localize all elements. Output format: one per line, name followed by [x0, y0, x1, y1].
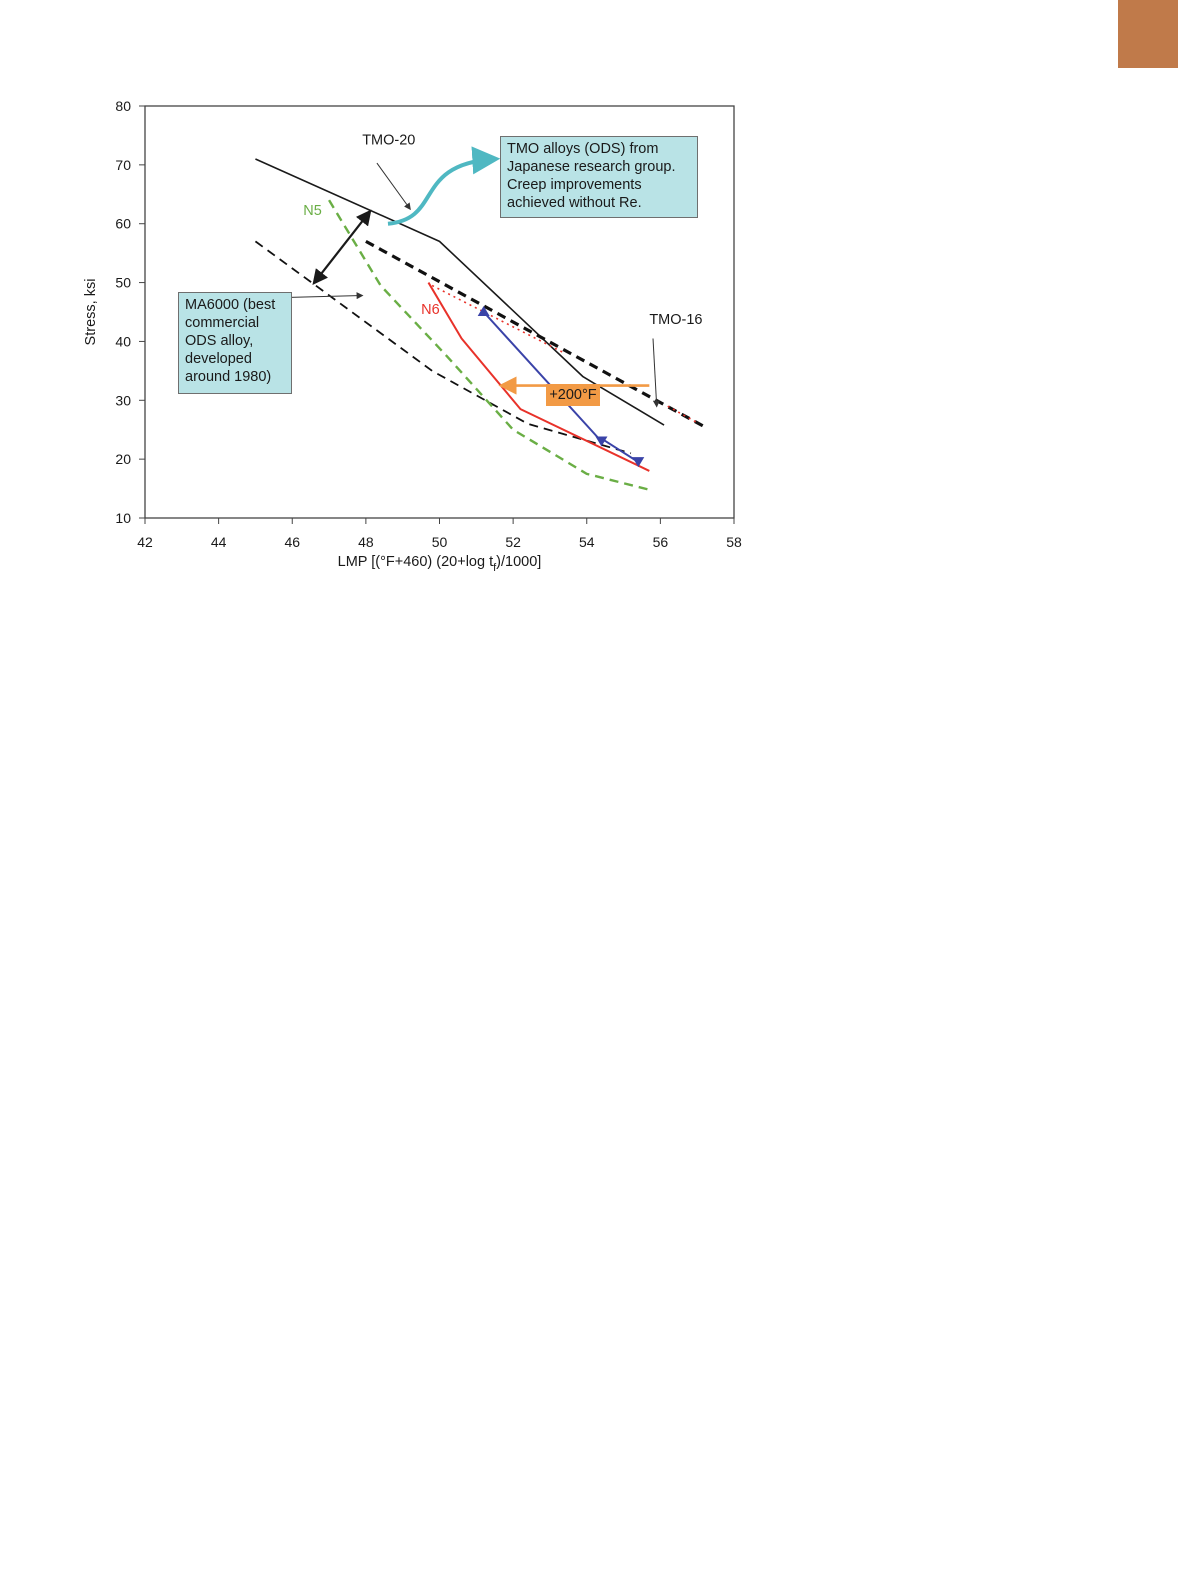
x-tick-label: 54: [579, 534, 595, 550]
series-line-ma6000: [254, 240, 632, 455]
y-tick-label: 50: [115, 275, 131, 291]
y-tick-label: 80: [115, 98, 131, 114]
series-line-tmo-16: [365, 239, 706, 429]
x-axis-label: LMP [(°F+460) (20+log tf)/1000]: [338, 554, 542, 574]
tmo-callout: TMO alloys (ODS) from Japanese research …: [500, 136, 698, 218]
y-tick-label: 30: [115, 392, 131, 408]
y-tick-label: 70: [115, 157, 131, 173]
tmo16-label: TMO-16: [649, 312, 702, 328]
x-tick-label: 48: [358, 534, 374, 550]
tmo20-label: TMO-20: [362, 132, 415, 148]
ma6000-callout: MA6000 (best commercial ODS alloy, devel…: [178, 292, 292, 394]
x-tick-label: 42: [137, 534, 153, 550]
series-line-n6: [427, 282, 650, 472]
x-tick-label: 58: [726, 534, 742, 550]
y-tick-label: 20: [115, 451, 131, 467]
n6-label: N6: [421, 302, 440, 318]
series-line-aux-5: [431, 284, 566, 354]
series-line-tmo-20: [255, 158, 665, 426]
chart: 42 44 46 48 50 52 54 56 58 10 20 30 40 50 60 70 80 LMP [(…: [83, 98, 742, 574]
tmo16-pointer: [652, 338, 660, 408]
triangle-marker: [595, 436, 608, 447]
y-tick-label: 60: [115, 216, 131, 232]
n5-label: N5: [303, 203, 322, 219]
y-tick-label: 40: [115, 333, 131, 349]
page-corner-tab: [1118, 0, 1178, 68]
x-tick-label: 46: [284, 534, 300, 550]
tmo20-pointer: [376, 162, 411, 211]
double-arrow: [312, 209, 372, 285]
series-line-aux-7: [482, 311, 603, 443]
series-line-aux-8: [600, 437, 639, 463]
plus200-label: +200°F: [546, 384, 600, 406]
x-tick-label: 44: [211, 534, 227, 550]
x-tick-label: 50: [432, 534, 448, 550]
y-tick-label: 10: [115, 510, 131, 526]
y-axis-label: Stress, ksi: [83, 279, 99, 346]
x-tick-label: 52: [505, 534, 521, 550]
x-tick-label: 56: [653, 534, 669, 550]
triangle-marker: [632, 457, 645, 468]
curved-teal-arrow: [387, 146, 501, 226]
series-line-n5: [328, 199, 650, 491]
triangle-marker: [477, 306, 490, 316]
